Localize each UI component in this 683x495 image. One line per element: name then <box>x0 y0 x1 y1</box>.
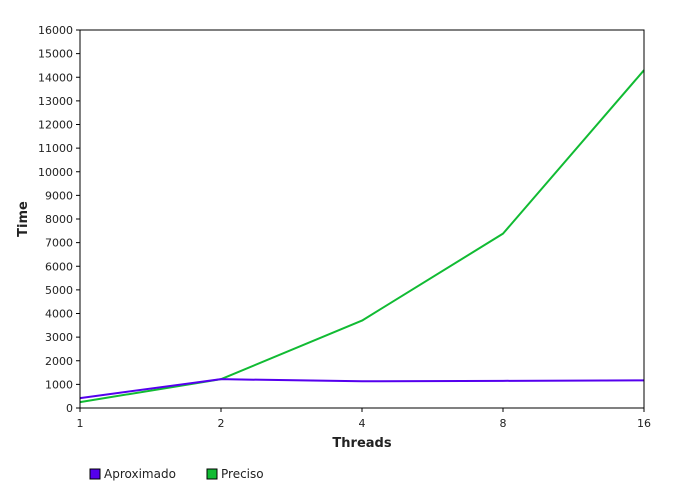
legend-label-preciso: Preciso <box>221 467 264 481</box>
y-tick-label: 8000 <box>45 213 73 226</box>
legend-label-aproximado: Aproximado <box>104 467 176 481</box>
x-tick-label: 8 <box>500 417 507 430</box>
series-lines <box>79 69 645 404</box>
y-tick-label: 11000 <box>38 142 73 155</box>
x-tick-label: 16 <box>637 417 651 430</box>
y-tick-label: 10000 <box>38 166 73 179</box>
y-tick-label: 5000 <box>45 284 73 297</box>
x-tick-label: 2 <box>218 417 225 430</box>
x-axis: 1 2 4 8 16 <box>77 408 651 430</box>
y-tick-label: 0 <box>66 402 73 415</box>
y-axis-title: Time <box>16 201 31 237</box>
y-tick-label: 1000 <box>45 378 73 391</box>
x-axis-title: Threads <box>332 436 391 451</box>
y-tick-label: 14000 <box>38 71 73 84</box>
y-tick-label: 13000 <box>38 95 73 108</box>
x-tick-label: 1 <box>77 417 84 430</box>
y-tick-label: 7000 <box>45 237 73 250</box>
y-tick-label: 4000 <box>45 308 73 321</box>
y-tick-label: 2000 <box>45 355 73 368</box>
y-tick-label: 9000 <box>45 189 73 202</box>
x-tick-label: 4 <box>359 417 366 430</box>
y-tick-label: 16000 <box>38 24 73 37</box>
y-tick-label: 6000 <box>45 260 73 273</box>
legend: Aproximado Preciso <box>89 467 264 481</box>
series-line-preciso <box>79 69 645 404</box>
y-tick-label: 3000 <box>45 331 73 344</box>
y-tick-label: 15000 <box>38 48 73 61</box>
series-line-aproximado <box>79 378 645 400</box>
y-axis: 0 1000 2000 3000 4000 5000 6000 7000 8000 9000 100… <box>38 24 80 415</box>
plot-area <box>79 29 645 409</box>
legend-swatch-aproximado <box>89 468 101 480</box>
legend-swatch-preciso <box>206 468 218 480</box>
y-tick-label: 12000 <box>38 119 73 132</box>
